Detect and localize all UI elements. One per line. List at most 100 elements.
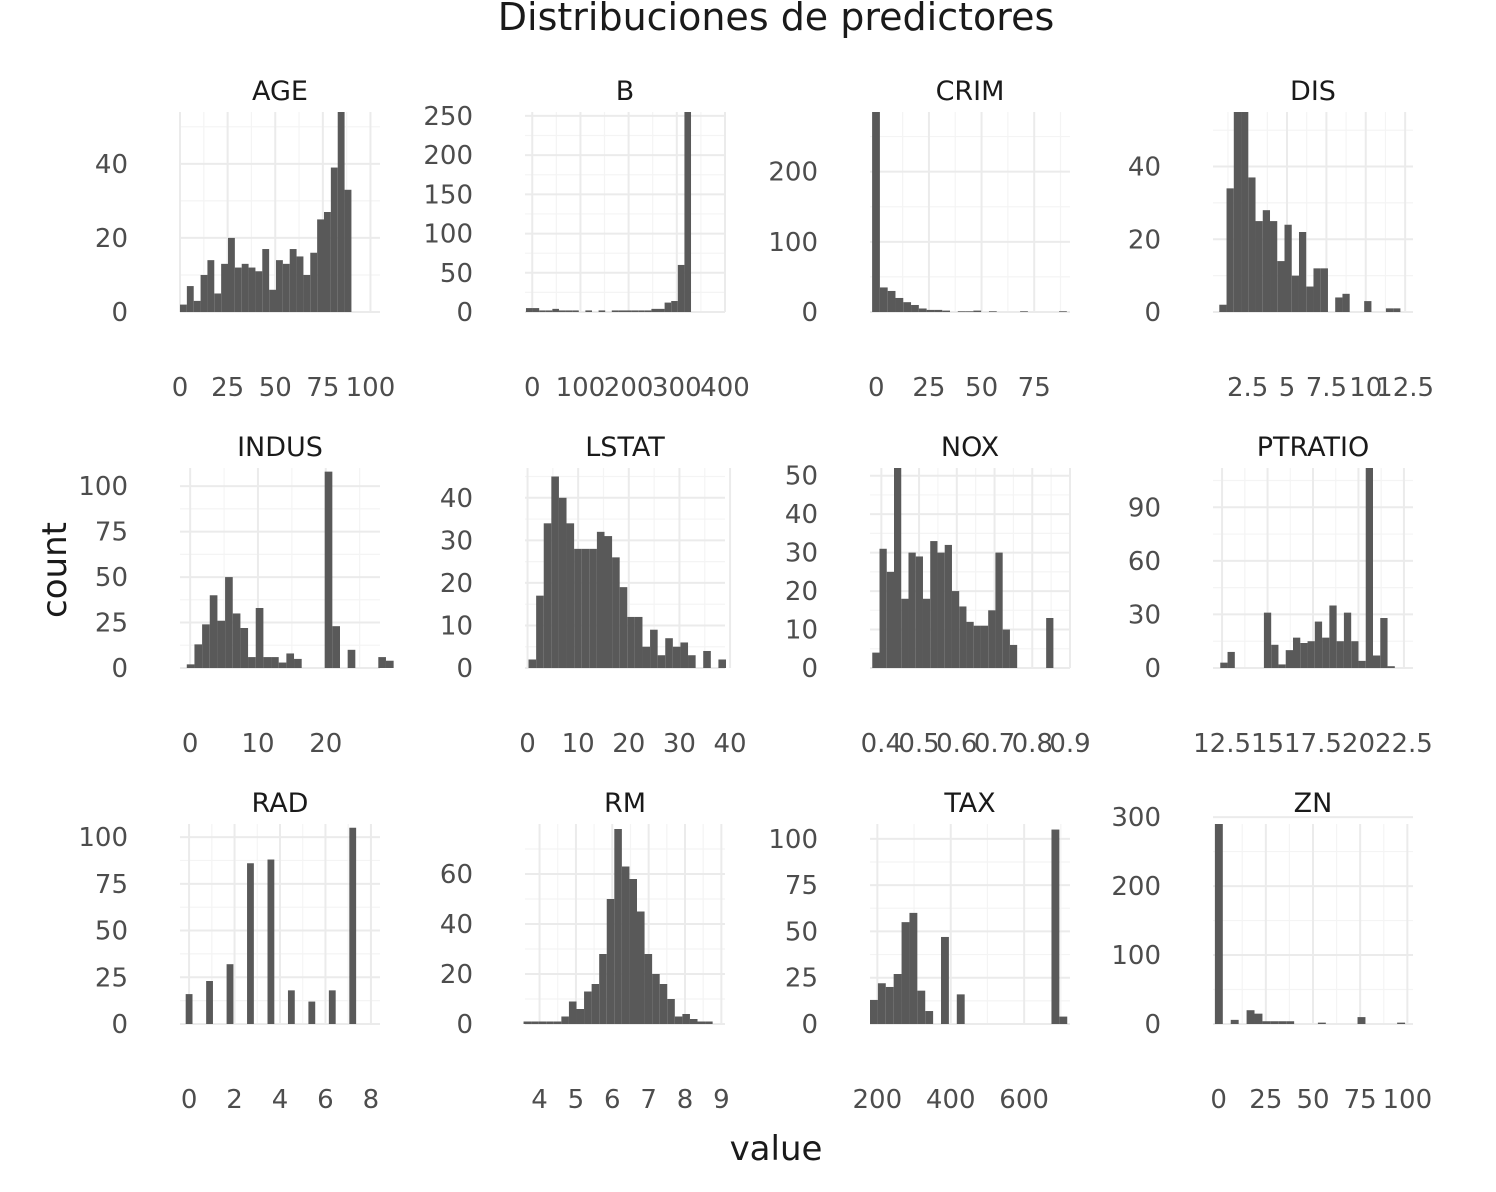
histogram-bar bbox=[207, 260, 215, 312]
x-tick-label: 0 bbox=[1210, 1085, 1227, 1115]
histogram-bar bbox=[1364, 301, 1372, 312]
histogram-bar bbox=[1270, 1021, 1279, 1024]
facet-tax: TAX 0 25 50 75 100 200 400 600 bbox=[768, 788, 1070, 1115]
histogram-bar bbox=[1380, 618, 1388, 668]
histogram-bar bbox=[282, 263, 290, 312]
histogram-bar bbox=[247, 863, 254, 1024]
histogram-bar bbox=[1365, 468, 1373, 668]
histogram-bar bbox=[909, 912, 918, 1024]
histogram-bar bbox=[523, 1021, 532, 1024]
y-tick-label: 50 bbox=[440, 259, 473, 289]
histogram-bar bbox=[1306, 286, 1314, 312]
histogram-bar bbox=[581, 548, 590, 668]
histogram-bar bbox=[988, 311, 997, 312]
histogram-bar bbox=[1277, 261, 1285, 312]
x-tick-label: 0 bbox=[181, 1085, 198, 1115]
histogram-bar bbox=[621, 866, 630, 1024]
histogram-bar bbox=[525, 308, 533, 312]
x-tick-label: 30 bbox=[663, 729, 696, 759]
histogram-bar bbox=[637, 911, 645, 1024]
x-tick-label: 6 bbox=[317, 1085, 334, 1115]
y-tick-label: 40 bbox=[1128, 153, 1161, 183]
histogram-bar bbox=[347, 649, 356, 668]
histogram-bar bbox=[276, 260, 283, 312]
x-tick-label: 0.6 bbox=[936, 729, 977, 759]
y-tick-label: 20 bbox=[440, 960, 473, 990]
histogram-bar bbox=[1286, 1021, 1295, 1024]
histogram-bar bbox=[589, 548, 597, 668]
histogram-bar bbox=[561, 1016, 569, 1024]
histogram-bar bbox=[585, 310, 592, 312]
facet-strip-label: INDUS bbox=[237, 432, 323, 463]
chart-title: Distribuciones de predictores bbox=[498, 0, 1055, 39]
histogram-bar bbox=[294, 658, 302, 668]
histogram-bar bbox=[310, 252, 318, 312]
x-tick-label: 0 bbox=[524, 373, 541, 403]
histogram-bar bbox=[217, 620, 226, 668]
histogram-bar bbox=[1002, 629, 1010, 668]
histogram-bar bbox=[308, 1001, 316, 1024]
histogram-bar bbox=[255, 271, 263, 312]
histogram-bar bbox=[584, 991, 592, 1024]
histogram-bar bbox=[528, 659, 537, 668]
y-tick-label: 0 bbox=[111, 1010, 128, 1040]
histogram-bar bbox=[689, 1019, 698, 1024]
histogram-bar bbox=[688, 655, 696, 668]
y-tick-label: 50 bbox=[95, 917, 128, 947]
y-tick-label: 60 bbox=[1128, 547, 1161, 577]
histogram-bar bbox=[627, 616, 635, 668]
histogram-bar bbox=[911, 304, 919, 312]
x-tick-label: 75 bbox=[306, 373, 339, 403]
histogram-bar bbox=[1230, 1019, 1239, 1024]
histogram-bar bbox=[330, 167, 338, 312]
histogram-bar bbox=[378, 657, 386, 668]
histogram-bar bbox=[531, 1021, 539, 1024]
y-tick-label: 90 bbox=[1128, 493, 1161, 523]
histogram-bar bbox=[672, 646, 681, 668]
histogram-bar bbox=[956, 994, 965, 1024]
facet-strip-label: B bbox=[616, 76, 635, 107]
histogram-bar bbox=[667, 999, 675, 1024]
histogram-bar bbox=[684, 112, 692, 312]
y-tick-label: 100 bbox=[768, 825, 818, 855]
histogram-bar bbox=[226, 964, 234, 1024]
histogram-bar bbox=[619, 587, 628, 668]
facet-strip-label: NOX bbox=[941, 432, 999, 463]
histogram-bar bbox=[1248, 177, 1256, 312]
histogram-bar bbox=[922, 598, 931, 668]
histogram-bar bbox=[1284, 224, 1292, 312]
y-tick-label: 30 bbox=[440, 526, 473, 556]
histogram-bar bbox=[973, 310, 982, 312]
x-tick-label: 7.5 bbox=[1306, 373, 1347, 403]
histogram-bar bbox=[872, 112, 880, 312]
y-tick-label: 20 bbox=[95, 224, 128, 254]
facet-nox: NOX 0 10 20 30 40 50 0.40.50.60.70.80.9 bbox=[785, 432, 1091, 759]
histogram-bar bbox=[1214, 824, 1223, 1024]
histogram-bar bbox=[980, 625, 989, 668]
histogram-bar bbox=[872, 652, 880, 668]
x-tick-label: 25 bbox=[1249, 1085, 1282, 1115]
y-tick-label: 25 bbox=[95, 963, 128, 993]
x-tick-label: 0.4 bbox=[861, 729, 902, 759]
histogram-bar bbox=[296, 256, 304, 312]
histogram-bar bbox=[1263, 612, 1272, 668]
histogram-bar bbox=[1241, 112, 1249, 312]
histogram-bar bbox=[553, 1021, 562, 1024]
histogram-bar bbox=[180, 304, 187, 312]
histogram-bar bbox=[328, 990, 336, 1024]
histogram-bar bbox=[558, 310, 566, 312]
y-tick-label: 250 bbox=[423, 102, 473, 132]
histogram-bar bbox=[546, 1021, 554, 1024]
x-tick-label: 75 bbox=[1344, 1085, 1377, 1115]
y-tick-label: 0 bbox=[801, 1010, 818, 1040]
histogram-bar bbox=[677, 264, 685, 312]
histogram-bar bbox=[941, 936, 949, 1024]
histogram-bar bbox=[879, 548, 887, 668]
histogram-bar bbox=[917, 990, 926, 1024]
y-tick-label: 100 bbox=[423, 220, 473, 250]
histogram-bar bbox=[194, 644, 203, 668]
x-tick-label: 20 bbox=[309, 729, 342, 759]
y-tick-label: 0 bbox=[1144, 654, 1161, 684]
